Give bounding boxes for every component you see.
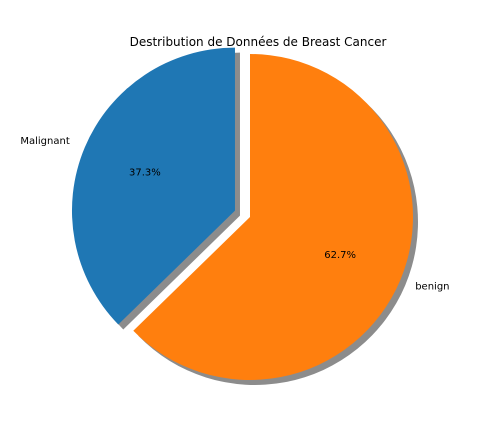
chart-title: Destribution de Données de Breast Cancer (130, 35, 387, 49)
pie-label-benign: benign (415, 282, 449, 293)
pie-wedges (71, 47, 414, 380)
pie-pct-label-benign: 62.7% (324, 250, 356, 261)
pie-slice-malignant (71, 47, 235, 325)
pie-pct-label-malignant: 37.3% (129, 168, 161, 179)
pie-label-malignant: Malignant (20, 136, 69, 147)
pie-labels: Malignant 37.3% benign 62.7% (20, 136, 449, 293)
pie-slice-benign (133, 54, 414, 380)
